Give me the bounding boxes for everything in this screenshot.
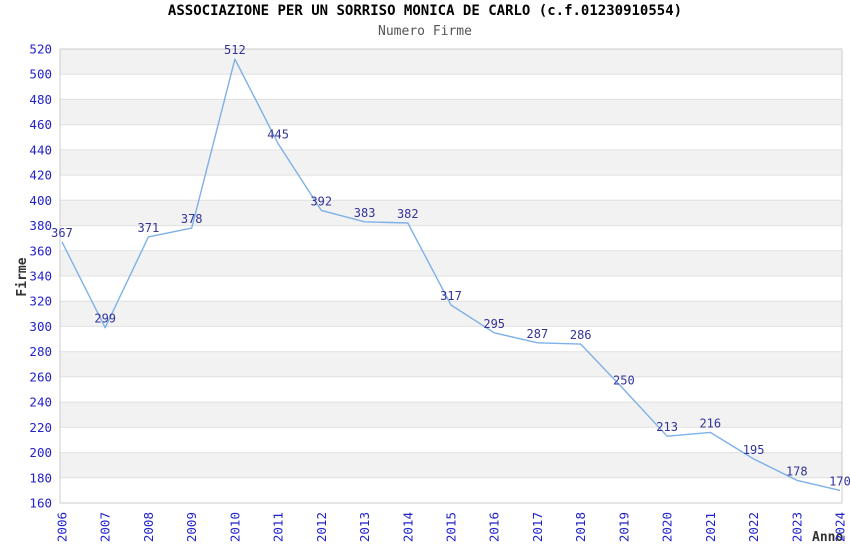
data-label: 213 <box>656 420 678 434</box>
data-label: 195 <box>743 443 765 457</box>
x-tick-label: 2006 <box>55 512 70 542</box>
x-tick-label: 2012 <box>314 512 329 542</box>
y-tick-label: 440 <box>29 142 52 157</box>
y-tick-label: 380 <box>29 218 52 233</box>
band <box>60 452 842 478</box>
x-tick-label: 2015 <box>444 512 459 542</box>
x-tick-label: 2017 <box>530 512 545 542</box>
y-tick-label: 400 <box>29 193 52 208</box>
band <box>60 49 842 75</box>
data-label: 317 <box>440 289 462 303</box>
data-label: 287 <box>527 327 549 341</box>
y-tick-label: 420 <box>29 168 52 183</box>
data-label: 445 <box>267 128 289 142</box>
chart-title: ASSOCIAZIONE PER UN SORRISO MONICA DE CA… <box>167 3 683 19</box>
x-tick-label: 2019 <box>616 512 631 542</box>
data-line <box>61 58 841 492</box>
data-label: 382 <box>397 207 419 221</box>
x-tick-label: 2014 <box>400 512 415 542</box>
x-tick-label: 2024 <box>833 512 848 542</box>
x-tick-label: 2008 <box>141 512 156 542</box>
band <box>60 149 842 176</box>
band <box>60 351 842 377</box>
data-label: 367 <box>51 226 73 240</box>
data-label: 295 <box>483 317 505 331</box>
data-label: 178 <box>786 464 808 478</box>
y-tick-label: 500 <box>29 67 52 82</box>
band <box>60 250 842 276</box>
band <box>60 402 842 428</box>
y-tick-label: 240 <box>29 395 52 410</box>
x-tick-label: 2016 <box>487 512 502 542</box>
data-label: 512 <box>224 43 246 57</box>
data-label: 299 <box>94 312 116 326</box>
y-tick-label: 220 <box>29 420 52 435</box>
y-tick-label: 320 <box>29 294 52 309</box>
y-tick-label: 280 <box>29 344 52 359</box>
y-tick-label: 200 <box>29 445 52 460</box>
data-label: 250 <box>613 374 635 388</box>
data-label: 392 <box>310 194 332 208</box>
data-label: 383 <box>354 206 376 220</box>
x-tick-label: 2020 <box>660 512 675 542</box>
x-tick-label: 2021 <box>703 512 718 542</box>
data-label: 371 <box>138 221 160 235</box>
x-tick-label: 2007 <box>98 512 113 542</box>
y-tick-label: 520 <box>29 42 52 57</box>
x-tick-label: 2022 <box>746 512 761 542</box>
y-tick-label: 180 <box>29 470 52 485</box>
data-label: 170 <box>829 474 850 488</box>
y-tick-label: 160 <box>29 496 52 511</box>
x-tick-label: 2009 <box>184 512 199 542</box>
band <box>60 200 842 226</box>
x-tick-label: 2010 <box>227 512 242 542</box>
data-label: 286 <box>570 328 592 342</box>
data-label: 216 <box>699 416 721 430</box>
x-tick-label: 2011 <box>271 512 286 542</box>
x-tick-label: 2013 <box>357 512 372 542</box>
y-tick-label: 480 <box>29 92 52 107</box>
chart-subtitle: Numero Firme <box>378 24 472 39</box>
y-tick-label: 340 <box>29 269 52 284</box>
x-axis-title: Anno <box>812 530 844 545</box>
y-tick-label: 300 <box>29 319 52 334</box>
data-label: 378 <box>181 212 203 226</box>
y-tick-label: 360 <box>29 243 52 258</box>
y-tick-label: 260 <box>29 369 52 384</box>
x-tick-label: 2023 <box>789 512 804 542</box>
plot-border <box>59 48 843 504</box>
band <box>60 99 842 125</box>
x-tick-label: 2018 <box>573 512 588 542</box>
y-tick-label: 460 <box>29 117 52 132</box>
